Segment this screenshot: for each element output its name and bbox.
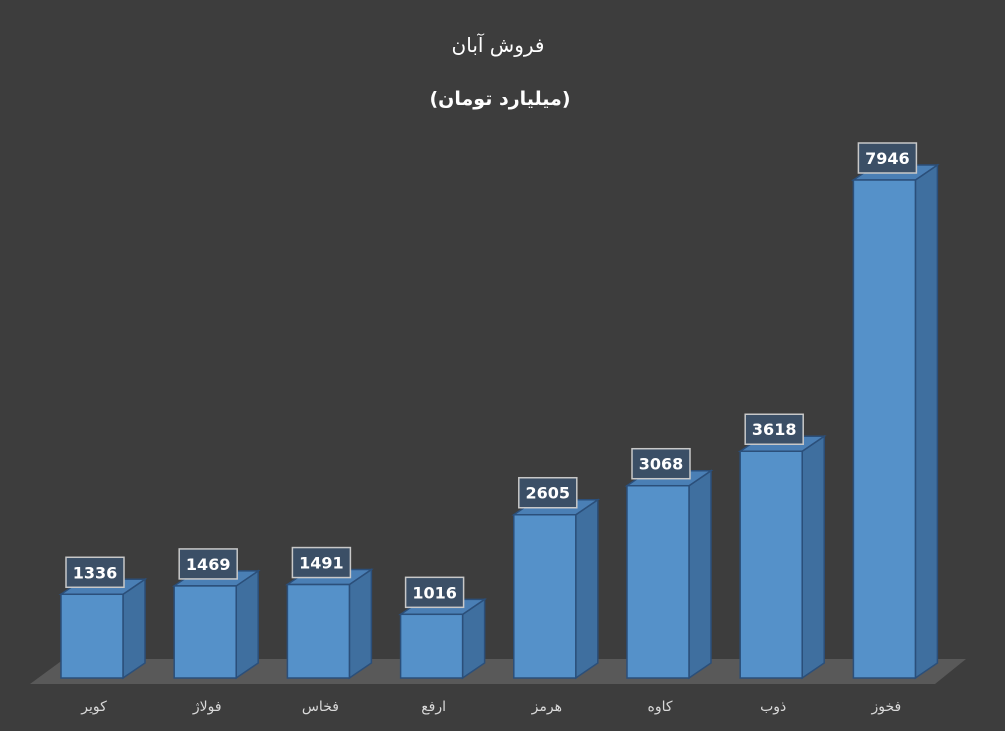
category-label: فخاس (302, 699, 339, 715)
category-labels-group: کویر فولاژ فخاس ارفع هرمز کاوه ذوب فخوز (80, 699, 901, 715)
category-label: ارفع (421, 699, 446, 715)
bars-group: 1336 1469 1491 1016 2605 3068 3618 7946 (58, 142, 940, 680)
data-label: 1336 (73, 563, 118, 582)
bar-front-face (399, 613, 464, 679)
bar-front-face (739, 450, 803, 679)
bar-5: 3068 (624, 447, 714, 680)
bar-0: 1336 (58, 556, 148, 680)
category-label: ذوب (760, 699, 786, 715)
bar-side-face (914, 163, 939, 680)
data-label-box (404, 576, 465, 609)
category-label: فولاژ (192, 699, 222, 715)
bar-side-face (235, 569, 259, 680)
data-label-box (744, 413, 804, 445)
bar-3: 1016 (398, 576, 488, 680)
bar-4: 2605 (511, 476, 601, 680)
data-label-box (857, 142, 918, 174)
category-label: هرمز (531, 699, 562, 715)
data-label: 3068 (639, 455, 684, 474)
data-label: 1469 (186, 555, 231, 574)
bar-side-face (348, 568, 373, 680)
bar-side-face (801, 434, 825, 680)
chart-subtitle: (میلیارد تومان) (430, 88, 571, 110)
data-label: 7946 (865, 149, 910, 168)
data-label: 3618 (752, 420, 797, 439)
bar-side-face (688, 469, 712, 680)
category-label: کویر (80, 699, 107, 715)
bar-7: 7946 (850, 142, 940, 680)
data-label-box (178, 548, 238, 580)
data-label: 2605 (526, 484, 571, 503)
bar-side-face (122, 577, 146, 680)
bar-front-face (626, 484, 690, 679)
bar-1: 1469 (171, 548, 261, 680)
data-label: 1491 (299, 554, 344, 573)
bar-front-face (513, 513, 577, 679)
data-label-box (518, 476, 578, 509)
bar-front-face (60, 593, 124, 679)
bar-2: 1491 (284, 546, 374, 680)
bar-6: 3618 (737, 413, 827, 680)
bar-front-face (173, 585, 237, 679)
bar-front-face (286, 583, 351, 679)
chart-floor (30, 659, 966, 684)
data-label-box (631, 447, 691, 480)
category-label: کاوه (647, 699, 672, 715)
bar-side-face (575, 498, 599, 680)
chart-title: فروش آبان (452, 32, 545, 57)
data-label-box (291, 546, 352, 579)
bar-front-face (852, 179, 917, 679)
data-label-box (65, 556, 125, 589)
data-label: 1016 (412, 583, 457, 602)
category-label: فخوز (871, 699, 902, 715)
